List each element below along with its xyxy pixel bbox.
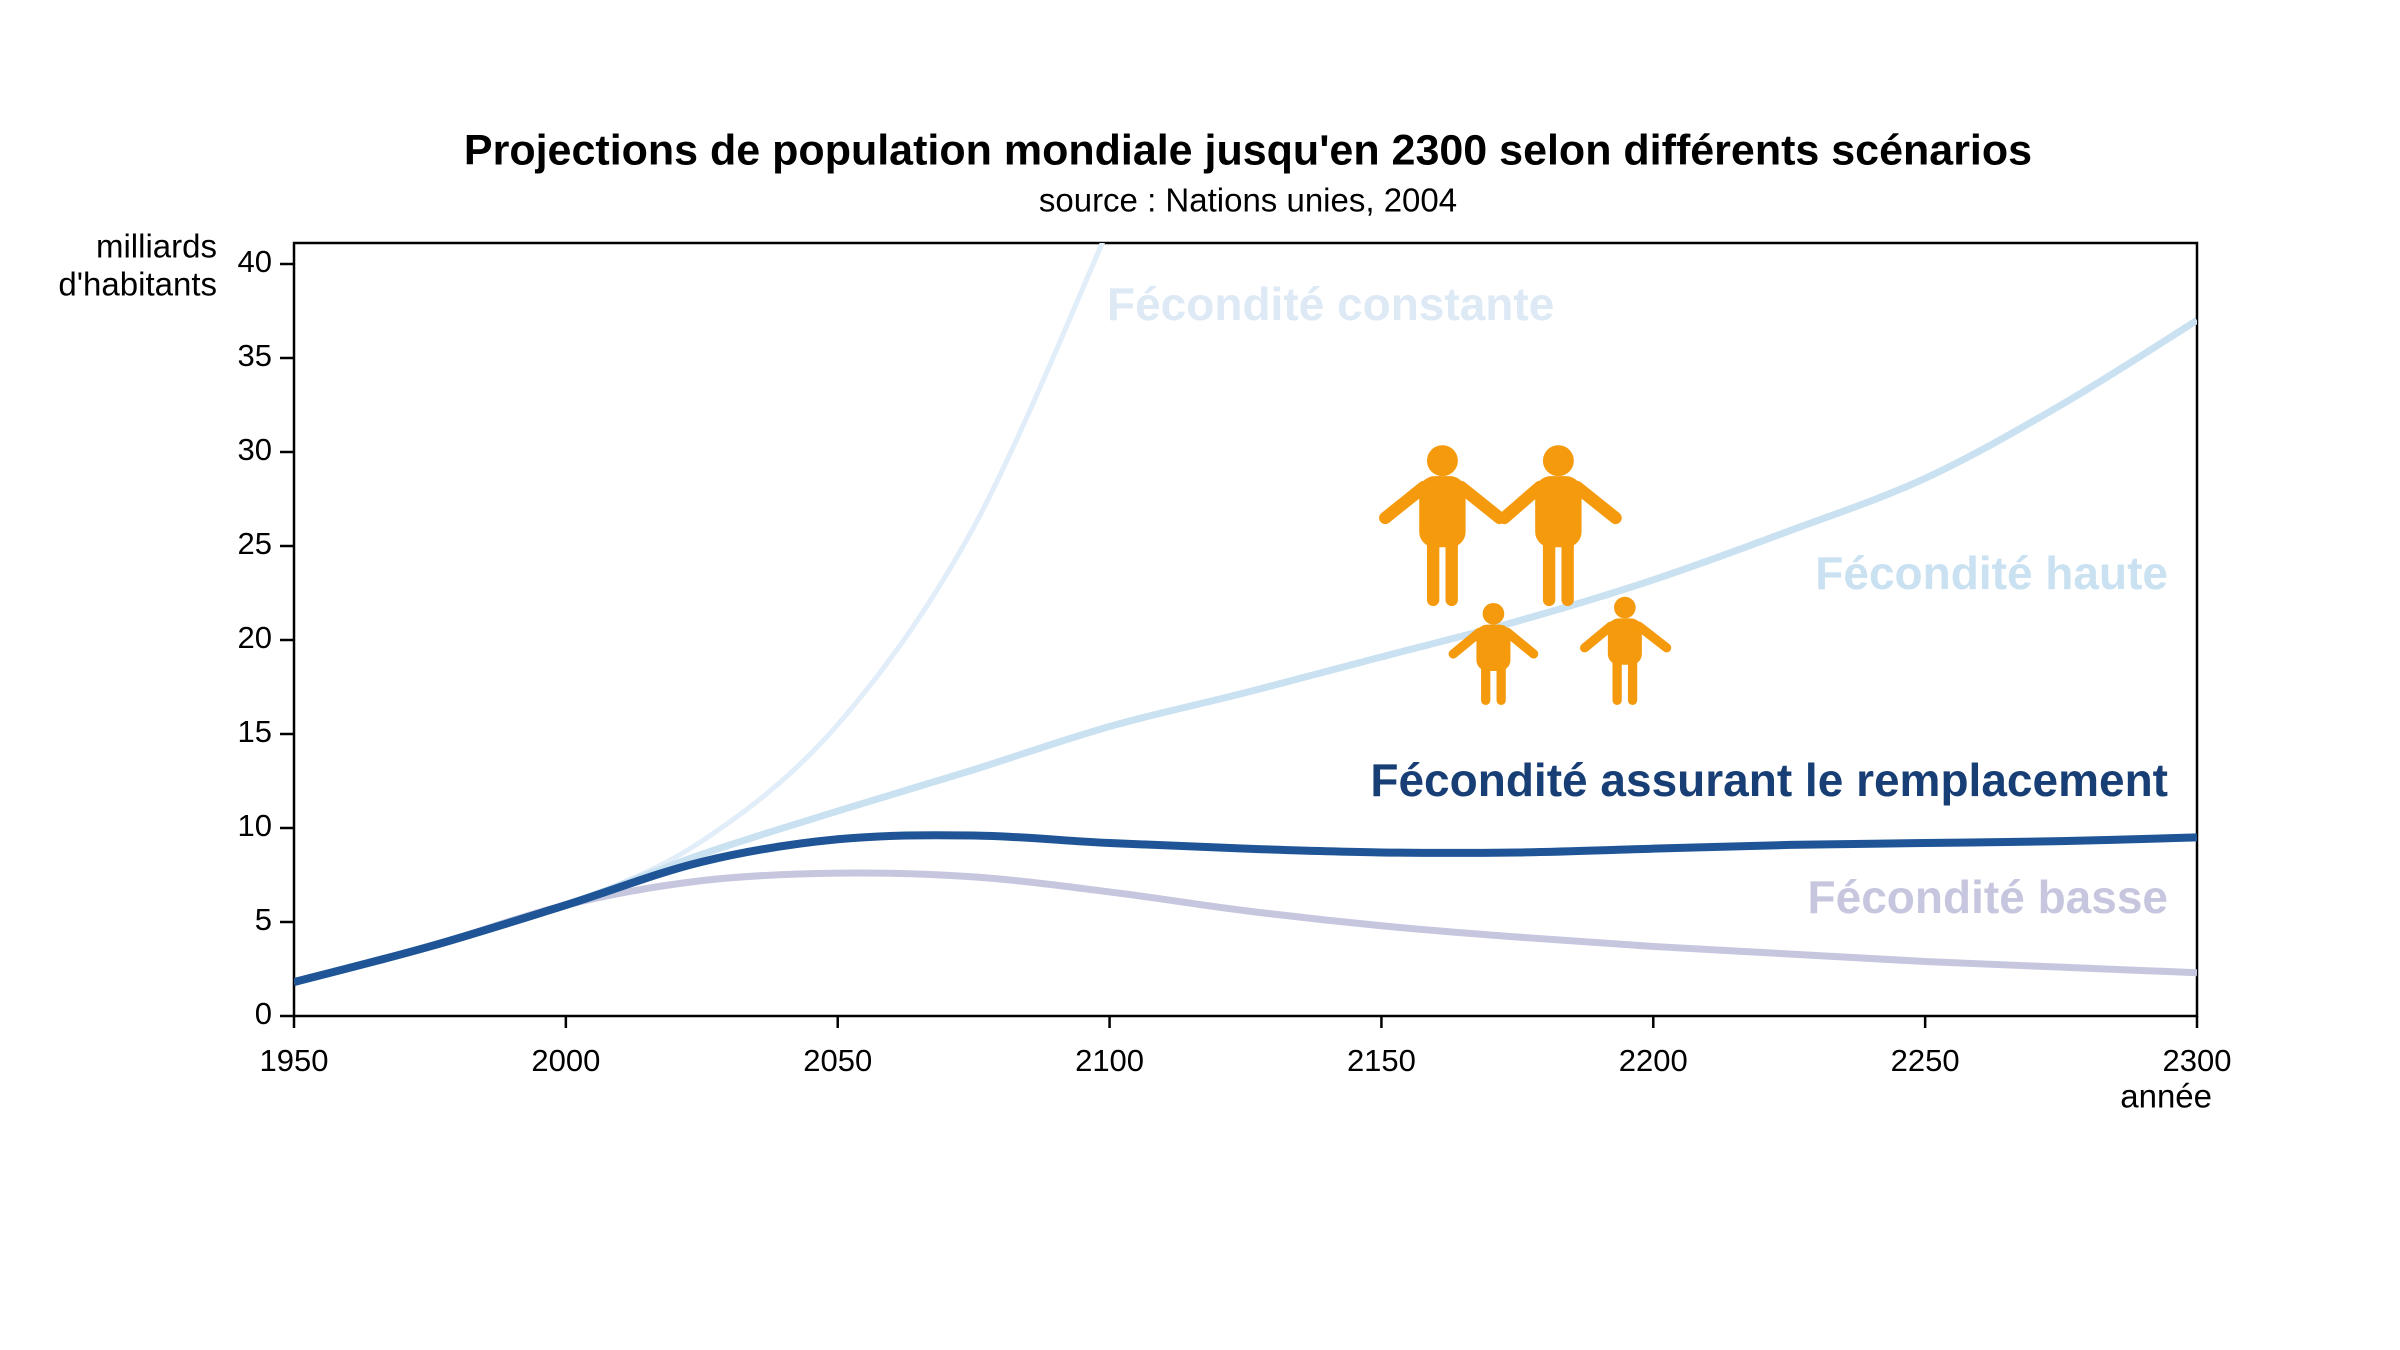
x-tick-label: 2000 xyxy=(531,1043,600,1078)
y-tick-label: 5 xyxy=(255,902,272,937)
x-tick-label: 2200 xyxy=(1619,1043,1688,1078)
x-tick-label: 2150 xyxy=(1347,1043,1416,1078)
series-label: Fécondité assurant le remplacement xyxy=(1370,754,2168,806)
x-tick-label: 2100 xyxy=(1075,1043,1144,1078)
y-tick-label: 35 xyxy=(238,338,272,373)
x-tick-label: 1950 xyxy=(260,1043,329,1078)
chart-title: Projections de population mondiale jusqu… xyxy=(464,126,2032,174)
chart-subtitle: source : Nations unies, 2004 xyxy=(1039,182,1457,219)
y-tick-label: 25 xyxy=(238,526,272,561)
x-tick-label: 2250 xyxy=(1891,1043,1960,1078)
y-tick-label: 10 xyxy=(238,808,272,843)
y-tick-label: 15 xyxy=(238,714,272,749)
lines xyxy=(294,243,2197,987)
y-axis-label: d'habitants xyxy=(58,266,217,303)
x-tick-label: 2050 xyxy=(803,1043,872,1078)
y-tick-label: 0 xyxy=(255,996,272,1031)
plot-frame xyxy=(292,241,2199,1018)
y-tick-label: 40 xyxy=(238,244,272,279)
series-label: Fécondité constante xyxy=(1107,278,1554,330)
series-line xyxy=(294,869,2197,986)
series-label: Fécondité haute xyxy=(1815,547,2168,599)
series-line xyxy=(294,243,1105,985)
y-tick-label: 20 xyxy=(238,620,272,655)
y-tick-label: 30 xyxy=(238,432,272,467)
series-label: Fécondité basse xyxy=(1808,871,2168,923)
y-axis-label: milliards xyxy=(96,228,217,265)
series-line xyxy=(294,831,2197,987)
family-icon xyxy=(1379,445,1672,705)
x-tick-label: 2300 xyxy=(2163,1043,2232,1078)
x-axis-label: année xyxy=(2120,1078,2212,1115)
